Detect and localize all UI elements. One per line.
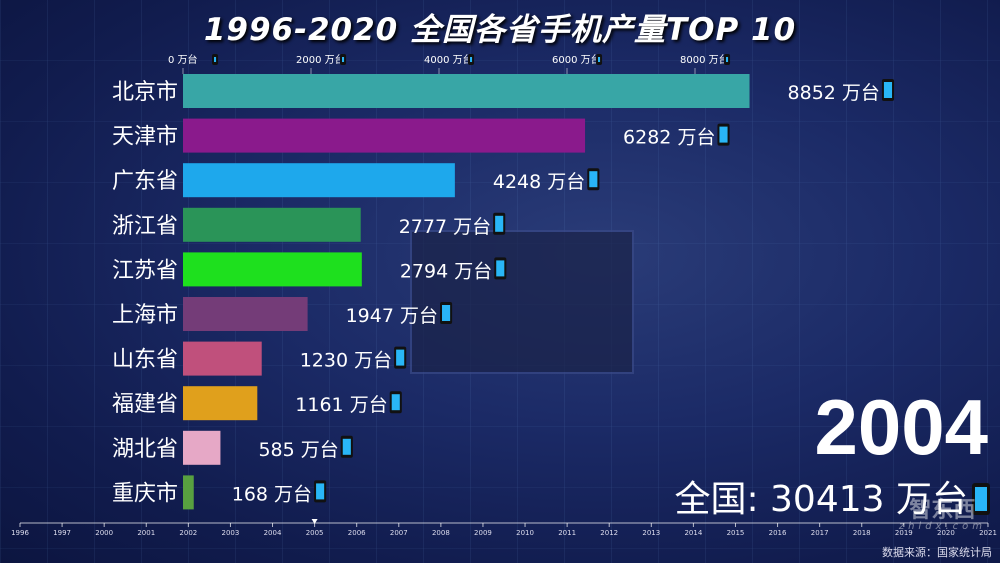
value-label: 6282 万台	[623, 127, 715, 149]
mobile-phone-icon	[972, 483, 990, 515]
timeline-year: 2006	[348, 529, 366, 537]
value-label: 1230 万台	[300, 350, 392, 372]
current-year: 2004	[814, 383, 988, 471]
timeline-year: 2001	[137, 529, 155, 537]
value-label: 8852 万台	[788, 82, 880, 104]
bar-重庆市	[183, 475, 194, 510]
x-tick-label: 0 万台	[168, 53, 198, 66]
timeline-year: 2000	[95, 529, 113, 537]
x-tick-label: 8000 万台	[680, 53, 729, 66]
watermark-logo: 智东西 zhidx.com	[898, 498, 986, 532]
mobile-phone-icon-screen	[316, 483, 325, 500]
tick-phone-icon-screen	[470, 57, 473, 62]
timeline-year: 2012	[600, 529, 618, 537]
timeline-year: 2004	[264, 529, 282, 537]
value-label: 2777 万台	[399, 216, 491, 238]
category-label: 天津市	[112, 125, 178, 150]
x-tick-label: 4000 万台	[424, 53, 473, 66]
bar-天津市	[183, 118, 586, 153]
timeline-year: 1996	[11, 529, 29, 537]
timeline-year: 2017	[811, 529, 829, 537]
timeline-pointer[interactable]	[311, 519, 318, 524]
category-label: 广东省	[112, 169, 178, 194]
tick-phone-icon-screen	[214, 57, 217, 62]
timeline-year: 2010	[516, 529, 534, 537]
value-label: 168 万台	[232, 483, 312, 505]
mobile-phone-icon-screen	[496, 260, 505, 277]
timeline-year: 2002	[179, 529, 197, 537]
value-label: 1947 万台	[346, 305, 438, 327]
mobile-phone-icon-screen	[883, 82, 893, 98]
mobile-phone-icon-screen	[342, 438, 351, 455]
mobile-phone-icon-screen	[442, 305, 451, 321]
mobile-phone-icon-screen	[495, 215, 504, 232]
x-tick-label: 6000 万台	[552, 53, 601, 66]
timeline-year: 2007	[390, 529, 408, 537]
timeline-year: 2021	[979, 529, 997, 537]
category-label: 北京市	[112, 80, 178, 105]
data-source: 数据来源：国家统计局	[882, 546, 992, 559]
mobile-phone-icon-screen	[396, 349, 405, 366]
category-label: 重庆市	[112, 481, 178, 506]
category-label: 江苏省	[112, 258, 178, 283]
bar-江苏省	[183, 252, 362, 287]
tick-phone-icon-screen	[726, 57, 729, 62]
mobile-phone-icon-screen	[719, 126, 728, 143]
timeline-year: 2011	[558, 529, 576, 537]
value-label: 4248 万台	[493, 171, 585, 193]
value-label: 585 万台	[258, 439, 338, 461]
category-label: 湖北省	[112, 437, 178, 462]
tick-phone-icon-screen	[598, 57, 601, 62]
mobile-phone-icon-screen	[391, 394, 400, 411]
bar-福建省	[183, 386, 258, 421]
bar-广东省	[183, 163, 455, 198]
timeline-year: 2020	[937, 529, 955, 537]
value-label: 2794 万台	[400, 260, 492, 282]
chart-title: 1996-2020 全国各省手机产量TOP 10	[203, 12, 797, 48]
category-label: 福建省	[112, 392, 178, 417]
bar-北京市	[183, 74, 750, 108]
national-total: 全国: 30413 万台	[674, 470, 990, 522]
timeline-year: 2009	[474, 529, 492, 537]
value-label: 1161 万台	[295, 394, 387, 416]
bar-湖北省	[183, 430, 221, 465]
timeline-year: 1997	[53, 529, 71, 537]
timeline-year: 2014	[684, 529, 702, 537]
timeline-year: 2008	[432, 529, 450, 537]
category-label: 山东省	[112, 348, 178, 373]
mobile-phone-icon-screen	[589, 171, 598, 188]
bar-上海市	[183, 297, 308, 331]
bar-山东省	[183, 341, 262, 376]
bar-浙江省	[183, 207, 361, 242]
timeline-year: 2013	[642, 529, 660, 537]
timeline-year: 2005	[306, 529, 324, 537]
timeline-year: 2016	[769, 529, 787, 537]
timeline-year: 2003	[222, 529, 240, 537]
timeline-year: 2015	[727, 529, 745, 537]
category-label: 上海市	[112, 303, 178, 328]
total-label: 全国: 30413 万台	[674, 479, 968, 520]
x-tick-label: 2000 万台	[296, 53, 345, 66]
timeline-year: 2018	[853, 529, 871, 537]
category-label: 浙江省	[112, 214, 178, 239]
timeline-year: 2019	[895, 529, 913, 537]
tick-phone-icon-screen	[342, 57, 345, 62]
